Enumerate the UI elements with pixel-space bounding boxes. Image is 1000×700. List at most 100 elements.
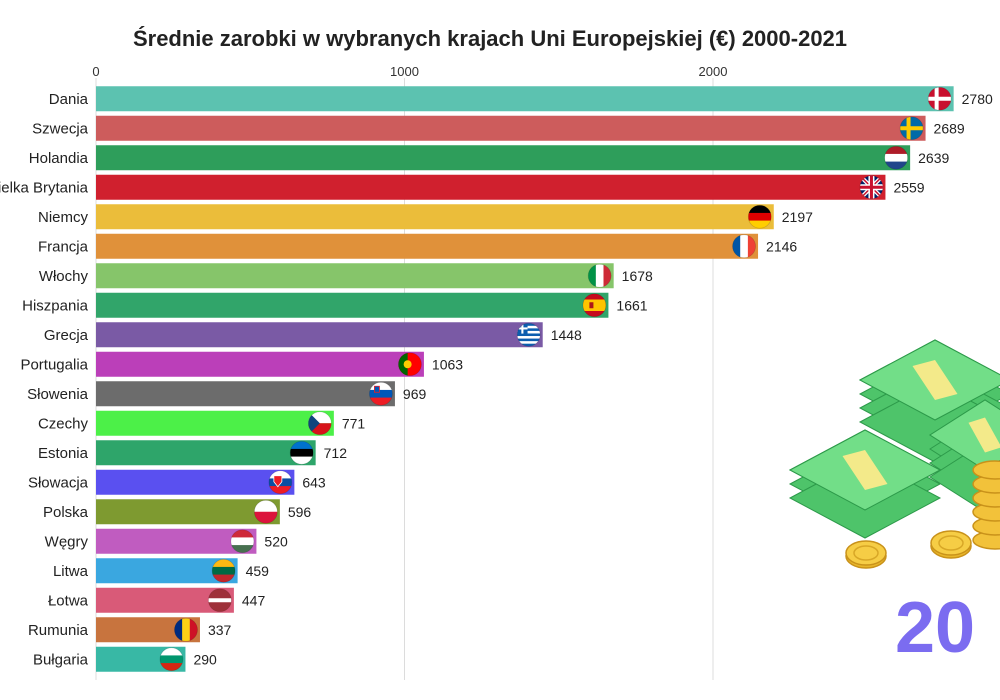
bar [96, 145, 911, 171]
category-label: Słowacja [28, 474, 89, 491]
value-label: 1661 [616, 297, 647, 313]
category-label: Włochy [39, 268, 89, 285]
category-label: Francja [38, 238, 89, 255]
value-label: 1678 [622, 268, 653, 284]
value-label: 337 [208, 622, 232, 638]
value-label: 520 [264, 533, 288, 549]
category-label: Portugalia [20, 356, 88, 373]
category-label: Dania [49, 91, 89, 108]
hungary-flag-icon [230, 529, 254, 553]
france-flag-icon [732, 234, 756, 258]
value-label: 2639 [918, 150, 949, 166]
bar [96, 174, 886, 200]
category-label: Holandia [29, 150, 89, 167]
category-label: Czechy [38, 415, 89, 432]
bar [96, 292, 609, 318]
bar [96, 115, 926, 141]
bar-group [96, 558, 238, 584]
value-label: 447 [242, 592, 266, 608]
bar-group [96, 410, 334, 436]
bar [96, 440, 316, 466]
bar-group [96, 322, 543, 348]
bar-group [96, 86, 954, 112]
netherlands-flag-icon [884, 146, 908, 170]
category-label: Łotwa [48, 592, 89, 609]
value-label: 459 [246, 563, 270, 579]
category-label: Słowenia [27, 386, 89, 403]
bar-group [96, 617, 200, 643]
bar-group [96, 263, 614, 289]
bar-group [96, 528, 257, 554]
bar [96, 263, 614, 289]
germany-flag-icon [748, 205, 772, 229]
x-tick-label: 0 [92, 64, 99, 79]
bar [96, 528, 257, 554]
bar [96, 322, 543, 348]
value-label: 2689 [934, 120, 965, 136]
value-label: 290 [193, 651, 217, 667]
denmark-flag-icon [928, 87, 952, 111]
category-label: Węgry [45, 533, 89, 550]
value-label: 643 [302, 474, 326, 490]
bar-group [96, 174, 886, 200]
value-label: 2559 [893, 179, 924, 195]
x-tick-label: 2000 [699, 64, 728, 79]
bar [96, 499, 280, 525]
bar-group [96, 115, 926, 141]
value-label: 1448 [551, 327, 582, 343]
bar-group [96, 351, 424, 377]
romania-flag-icon [174, 618, 198, 642]
bar [96, 410, 334, 436]
bar-group [96, 440, 316, 466]
value-label: 712 [324, 445, 348, 461]
poland-flag-icon [254, 500, 278, 524]
bar-group [96, 233, 759, 259]
estonia-flag-icon [290, 441, 314, 465]
czechia-flag-icon [308, 411, 332, 435]
sweden-flag-icon [900, 116, 924, 140]
lithuania-flag-icon [212, 559, 236, 583]
greece-flag-icon [517, 323, 541, 347]
bar [96, 351, 424, 377]
bar-group [96, 145, 911, 171]
bar [96, 204, 774, 230]
bar [96, 233, 759, 259]
category-label: Hiszpania [22, 297, 89, 314]
money-illustration [788, 339, 1000, 569]
value-label: 1063 [432, 356, 463, 372]
category-label: Niemcy [38, 209, 89, 226]
bulgaria-flag-icon [159, 647, 183, 671]
category-label: Szwecja [32, 120, 89, 137]
uk-flag-icon [859, 175, 883, 199]
italy-flag-icon [588, 264, 612, 288]
value-label: 771 [342, 415, 366, 431]
value-label: 2146 [766, 238, 797, 254]
category-label: Bułgaria [33, 651, 89, 668]
value-label: 2780 [962, 91, 993, 107]
category-label: Wielka Brytania [0, 179, 89, 196]
slovenia-flag-icon [369, 382, 393, 406]
spain-flag-icon [582, 293, 606, 317]
category-label: Grecja [44, 327, 89, 344]
slovakia-flag-icon [268, 470, 292, 494]
category-label: Litwa [53, 563, 89, 580]
bar-group [96, 469, 295, 495]
bar-group [96, 646, 186, 672]
category-label: Estonia [38, 445, 89, 462]
category-label: Polska [43, 504, 89, 521]
chart-title: Średnie zarobki w wybranych krajach Uni … [132, 26, 848, 51]
portugal-flag-icon [398, 352, 422, 376]
bar-group [96, 587, 234, 613]
latvia-flag-icon [208, 588, 232, 612]
bar [96, 469, 295, 495]
bar [96, 381, 395, 407]
value-label: 969 [403, 386, 427, 402]
bar-group [96, 292, 609, 318]
bar [96, 86, 954, 112]
value-label: 596 [288, 504, 312, 520]
bar-group [96, 204, 774, 230]
year-label: 20 [895, 588, 975, 668]
x-tick-label: 1000 [390, 64, 419, 79]
value-label: 2197 [782, 209, 813, 225]
